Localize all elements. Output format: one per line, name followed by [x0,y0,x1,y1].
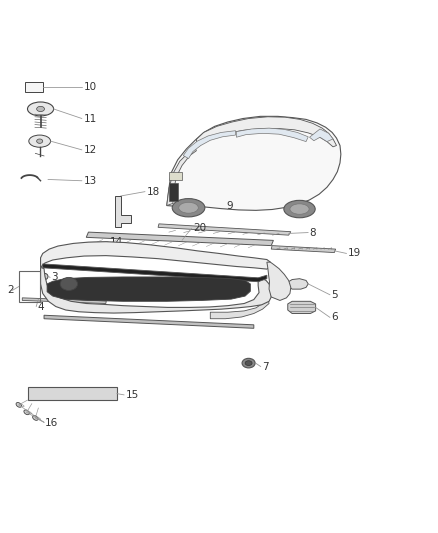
Text: 7: 7 [261,361,268,372]
Polygon shape [25,82,43,92]
Polygon shape [210,298,269,319]
Text: 14: 14 [110,237,123,247]
Polygon shape [219,201,233,207]
Polygon shape [167,116,341,211]
Text: 16: 16 [45,418,58,428]
Polygon shape [86,232,273,246]
Text: 5: 5 [331,290,337,300]
Polygon shape [47,277,251,301]
Ellipse shape [179,203,198,213]
Ellipse shape [117,206,119,209]
Polygon shape [41,241,270,269]
Polygon shape [196,117,336,147]
Ellipse shape [29,135,50,147]
Ellipse shape [242,358,255,368]
Ellipse shape [24,410,29,415]
Ellipse shape [37,107,45,111]
Text: 13: 13 [84,176,97,186]
Polygon shape [271,246,336,253]
Ellipse shape [32,391,35,396]
Ellipse shape [292,280,305,287]
Polygon shape [116,196,131,228]
Text: 19: 19 [348,248,361,259]
Ellipse shape [30,84,36,90]
Text: 12: 12 [84,145,97,155]
Ellipse shape [108,391,112,396]
Polygon shape [43,264,267,282]
Text: 6: 6 [331,312,337,322]
Polygon shape [78,243,107,254]
Text: 4: 4 [37,302,44,312]
Text: 1: 1 [172,281,179,291]
Text: 8: 8 [310,228,316,238]
Polygon shape [44,315,254,328]
Ellipse shape [117,199,119,202]
Ellipse shape [284,200,315,218]
Polygon shape [167,148,196,206]
Text: 18: 18 [146,187,159,197]
FancyBboxPatch shape [169,183,178,201]
Ellipse shape [60,277,78,290]
Ellipse shape [32,416,38,421]
Polygon shape [310,129,333,142]
Polygon shape [184,131,236,158]
Polygon shape [41,268,271,313]
Polygon shape [267,262,291,301]
Text: 15: 15 [125,390,139,400]
Ellipse shape [93,246,97,250]
Ellipse shape [42,273,48,279]
Ellipse shape [37,139,43,143]
Ellipse shape [81,247,85,251]
Ellipse shape [290,204,309,214]
Text: 10: 10 [84,82,97,92]
Ellipse shape [117,217,119,220]
FancyBboxPatch shape [106,389,114,399]
FancyBboxPatch shape [169,173,182,180]
Text: 20: 20 [193,223,206,233]
Text: 9: 9 [227,200,233,211]
Ellipse shape [172,199,205,217]
Polygon shape [288,301,316,313]
Polygon shape [22,298,106,303]
Ellipse shape [245,361,252,366]
Text: 11: 11 [84,114,97,124]
Polygon shape [288,279,308,289]
FancyBboxPatch shape [29,389,38,399]
Text: 3: 3 [51,272,58,282]
Text: 2: 2 [7,286,14,295]
Polygon shape [237,128,308,142]
Polygon shape [28,387,117,400]
Ellipse shape [28,102,53,116]
Ellipse shape [16,402,21,407]
Polygon shape [158,224,291,235]
